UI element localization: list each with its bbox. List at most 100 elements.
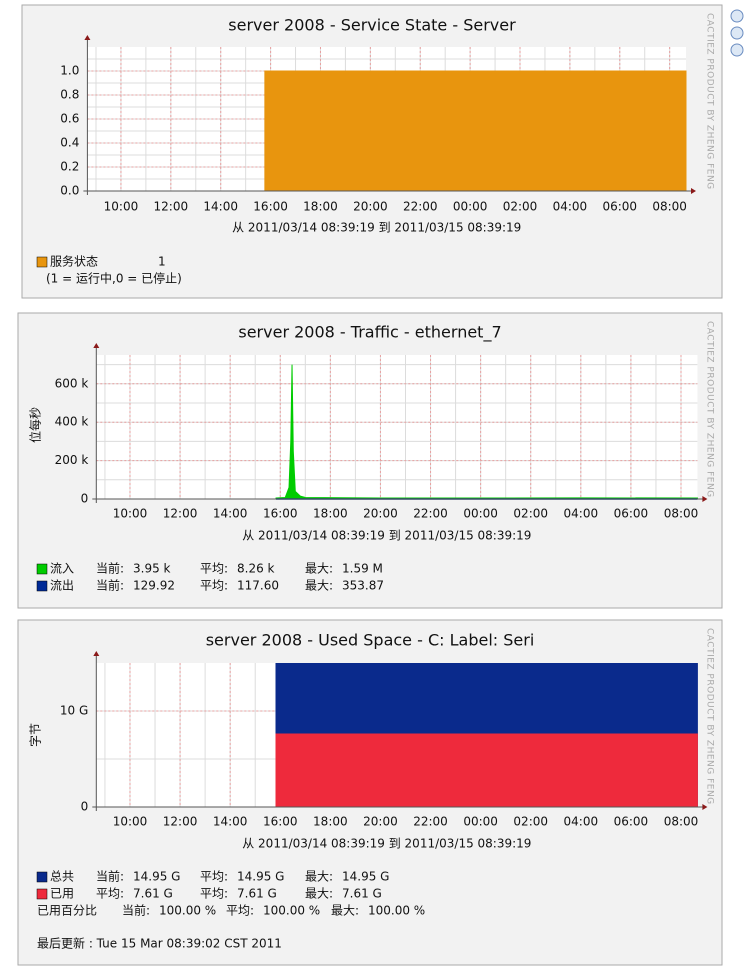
legend-label: 总共 xyxy=(50,870,74,884)
y-tick-label: 1.0 xyxy=(60,64,79,78)
legend-stat-value: 7.61 G xyxy=(237,887,277,901)
x-axis-label: 从 2011/03/14 08:39:19 到 2011/03/15 08:39… xyxy=(232,221,521,235)
x-tick-label: 04:00 xyxy=(564,507,599,521)
x-tick-label: 18:00 xyxy=(313,507,348,521)
x-tick-label: 20:00 xyxy=(353,200,388,214)
scroll-button[interactable] xyxy=(730,9,744,23)
x-tick-label: 08:00 xyxy=(664,507,699,521)
x-tick-label: 04:00 xyxy=(564,815,599,829)
legend-stat-value: 353.87 xyxy=(342,579,384,593)
x-tick-label: 02:00 xyxy=(513,815,548,829)
legend-stat-label: 平均: xyxy=(226,904,254,918)
x-tick-label: 02:00 xyxy=(513,507,548,521)
chart-title: server 2008 - Used Space - C: Label: Ser… xyxy=(206,631,535,650)
x-tick-label: 22:00 xyxy=(403,200,438,214)
x-tick-label: 10:00 xyxy=(113,507,148,521)
x-tick-label: 06:00 xyxy=(614,507,649,521)
legend-stat-value: 117.60 xyxy=(237,579,279,593)
credit: CACTIEZ PRODUCT BY ZHENG FENG xyxy=(705,321,715,498)
x-tick-label: 14:00 xyxy=(203,200,238,214)
last-update: 最后更新 : Tue 15 Mar 08:39:02 CST 2011 xyxy=(37,936,282,951)
x-tick-label: 20:00 xyxy=(363,507,398,521)
legend-stat-value: 8.26 k xyxy=(237,562,275,576)
axis-arrow xyxy=(702,496,708,502)
x-tick-label: 10:00 xyxy=(104,200,139,214)
legend-stat-label: 当前: xyxy=(122,903,150,918)
legend-stat-label: 最大: xyxy=(305,870,333,884)
x-tick-label: 16:00 xyxy=(263,815,298,829)
legend-stat-label: 最大: xyxy=(305,562,333,576)
scroll-button[interactable] xyxy=(730,26,744,40)
axis-arrow xyxy=(691,188,696,194)
legend-stat-label: 最大: xyxy=(305,887,333,901)
legend-label: 流入 xyxy=(50,562,74,576)
legend-stat-label: 平均: xyxy=(200,562,228,576)
x-tick-label: 00:00 xyxy=(463,507,498,521)
x-tick-label: 08:00 xyxy=(652,200,687,214)
legend-stat-label: 平均: xyxy=(200,579,228,593)
legend-label: 已用百分比 xyxy=(37,904,97,918)
y-tick-label: 0 xyxy=(81,800,89,814)
area xyxy=(275,733,698,808)
x-tick-label: 04:00 xyxy=(553,200,588,214)
y-tick-label: 0.8 xyxy=(60,88,79,102)
legend-stat-value: 14.95 G xyxy=(342,870,389,884)
legend-stat-value: 7.61 G xyxy=(133,887,173,901)
x-tick-label: 14:00 xyxy=(213,815,248,829)
legend-stat-value: 14.95 G xyxy=(133,870,180,884)
axis-arrow xyxy=(93,651,100,656)
x-tick-label: 18:00 xyxy=(313,815,348,829)
legend-stat-value: 1 xyxy=(158,255,166,269)
chart-title: server 2008 - Service State - Server xyxy=(228,16,516,35)
legend-stat-value: 3.95 k xyxy=(133,562,171,576)
chart-title: server 2008 - Traffic - ethernet_7 xyxy=(238,323,501,343)
y-axis-label: 位每秒 xyxy=(28,407,43,443)
legend-stat-label: 平均: xyxy=(200,870,228,884)
legend-stat-label: 最大: xyxy=(305,579,333,593)
axis-arrow xyxy=(93,343,100,348)
x-axis-label: 从 2011/03/14 08:39:19 到 2011/03/15 08:39… xyxy=(242,529,531,543)
legend-stat-value: 100.00 % xyxy=(263,904,320,918)
legend-stat-value: 129.92 xyxy=(133,579,175,593)
y-tick-label: 400 k xyxy=(55,415,89,429)
x-tick-label: 08:00 xyxy=(664,815,699,829)
legend-stat-value: 7.61 G xyxy=(342,887,382,901)
y-tick-label: 200 k xyxy=(55,453,89,467)
x-tick-label: 10:00 xyxy=(113,815,148,829)
x-tick-label: 02:00 xyxy=(503,200,538,214)
legend-label: 流出 xyxy=(50,579,74,593)
legend-label: 服务状态 xyxy=(50,254,98,269)
legend-stat-label: 最大: xyxy=(331,904,359,918)
x-tick-label: 16:00 xyxy=(253,200,288,214)
y-tick-label: 0.0 xyxy=(60,184,79,198)
legend-swatch xyxy=(36,256,48,268)
axis-arrow xyxy=(84,35,91,40)
x-tick-label: 22:00 xyxy=(413,815,448,829)
credit: CACTIEZ PRODUCT BY ZHENG FENG xyxy=(705,628,715,805)
x-tick-label: 12:00 xyxy=(163,507,198,521)
y-tick-label: 600 k xyxy=(55,376,89,390)
x-tick-label: 00:00 xyxy=(463,815,498,829)
legend-note: (1 = 运行中,0 = 已停止) xyxy=(46,271,182,286)
y-tick-label: 0 xyxy=(81,492,89,506)
legend-stat-label: 当前: xyxy=(96,578,124,593)
axis-arrow xyxy=(702,804,708,810)
x-tick-label: 12:00 xyxy=(154,200,189,214)
x-tick-label: 18:00 xyxy=(303,200,338,214)
credit: CACTIEZ PRODUCT BY ZHENG FENG xyxy=(705,13,715,190)
legend-swatch xyxy=(36,563,48,575)
scroll-button[interactable] xyxy=(730,43,744,57)
y-tick-label: 0.4 xyxy=(60,136,79,150)
y-tick-label: 0.6 xyxy=(60,112,79,126)
y-tick-label: 10 G xyxy=(60,704,88,718)
legend-stat-value: 100.00 % xyxy=(368,904,425,918)
area xyxy=(264,70,687,192)
legend-stat-label: 当前: xyxy=(96,561,124,576)
x-tick-label: 06:00 xyxy=(602,200,637,214)
x-tick-label: 16:00 xyxy=(263,507,298,521)
x-tick-label: 12:00 xyxy=(163,815,198,829)
x-tick-label: 20:00 xyxy=(363,815,398,829)
legend-swatch xyxy=(36,888,48,900)
legend-label: 已用 xyxy=(50,887,74,901)
